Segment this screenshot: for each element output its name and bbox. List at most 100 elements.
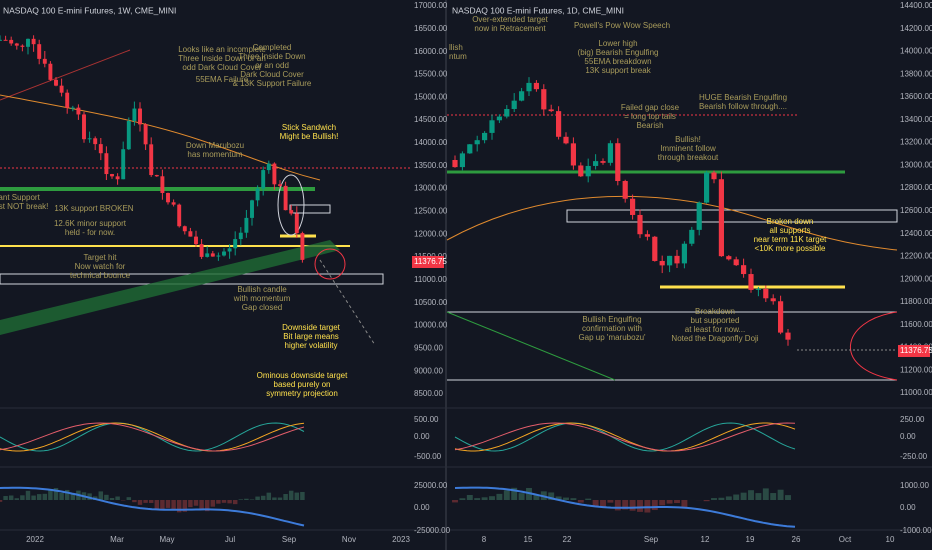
annotation-line: held - for now. xyxy=(65,228,115,237)
candle-body xyxy=(630,198,636,215)
candle-body xyxy=(266,163,271,171)
oscillator-axis-label: 0.00 xyxy=(414,503,430,512)
candle-body xyxy=(182,226,187,232)
histogram-bar xyxy=(154,500,160,510)
candle-body xyxy=(563,136,569,144)
candle-body xyxy=(31,38,36,45)
annotation-line: Gap closed xyxy=(242,303,282,312)
candle-body xyxy=(98,144,103,154)
annotation: Failed gap close = long top tails Bearish xyxy=(621,103,680,130)
annotation-line: 13K support BROKEN xyxy=(54,204,133,213)
price-axis-label: 9500.00 xyxy=(414,343,443,352)
price-axis-label: 15000.00 xyxy=(414,92,448,101)
annotation-line: Might be Bullish! xyxy=(280,132,339,141)
price-axis-label: 14500.00 xyxy=(414,115,448,124)
price-axis-label: 13000.00 xyxy=(900,160,932,169)
annotation-line: technical bounce xyxy=(70,271,131,280)
candle-body xyxy=(600,161,606,163)
candle-body xyxy=(741,265,747,275)
candle-body xyxy=(615,143,621,182)
annotation-line: Over-extended target xyxy=(472,15,548,24)
candle-body xyxy=(704,172,710,203)
histogram-bar xyxy=(288,490,294,500)
candle-body xyxy=(526,82,532,92)
annotation-line: or an odd xyxy=(255,61,289,70)
annotation-line: <10K more possible xyxy=(755,244,826,253)
histogram-bar xyxy=(204,500,210,512)
histogram-bar xyxy=(459,498,466,500)
annotation-line: = long top tails xyxy=(624,112,676,121)
histogram-bar xyxy=(755,493,762,500)
candle-body xyxy=(160,176,165,193)
candle-body xyxy=(149,144,154,176)
annotation-line: Stick Sandwich xyxy=(282,123,336,132)
zone-box xyxy=(289,204,331,214)
histogram-bar xyxy=(762,488,769,500)
annotation-line: Imminent follow xyxy=(660,144,716,153)
annotation-line: HUGE Bearish Engulfing xyxy=(699,93,787,102)
time-axis-label: 15 xyxy=(524,535,533,544)
candle-body xyxy=(755,288,761,290)
annotation-line: ntum xyxy=(449,52,467,61)
histogram-bar xyxy=(115,496,120,500)
histogram-bar xyxy=(577,500,584,503)
candle-body xyxy=(283,185,288,211)
histogram-bar xyxy=(14,498,20,500)
candle-body xyxy=(255,188,260,201)
price-axis-label: 14400.00 xyxy=(900,1,932,10)
candle-body xyxy=(667,255,673,266)
annotation: Ominous downside target based purely on sy… xyxy=(257,371,348,398)
price-axis-label: 12200.00 xyxy=(900,252,932,261)
histogram-bar xyxy=(36,494,42,500)
candle-body xyxy=(496,116,502,121)
histogram-bar xyxy=(300,491,305,500)
histogram-bar xyxy=(221,500,227,503)
candle-body xyxy=(763,288,769,299)
candle-body xyxy=(37,44,42,59)
candle-body xyxy=(233,239,238,249)
annotation-line: Down Marubozu xyxy=(186,141,244,150)
price-axis-label: 11800.00 xyxy=(900,297,932,306)
histogram-bar xyxy=(25,490,31,500)
histogram-bar xyxy=(607,500,614,503)
histogram-bar xyxy=(20,495,25,500)
oscillator-axis-label: 1000.00 xyxy=(900,481,929,490)
histogram-bar xyxy=(637,500,643,512)
histogram-bar xyxy=(622,500,629,510)
price-axis-label: 12500.00 xyxy=(414,207,448,216)
histogram-bar xyxy=(733,494,740,500)
annotation-line: Downside target xyxy=(282,323,341,332)
time-axis-label: Sep xyxy=(282,535,297,544)
histogram-bar xyxy=(199,500,204,510)
histogram-bar xyxy=(109,498,115,500)
candle-body xyxy=(541,89,547,110)
price-axis-label: 13500.00 xyxy=(414,161,448,170)
histogram-bar xyxy=(511,487,518,500)
chart-title: NASDAQ 100 E-mini Futures, 1W, CME_MINI xyxy=(3,5,176,15)
price-axis-label: 12600.00 xyxy=(900,206,932,215)
target-arc xyxy=(850,311,898,381)
histogram-bar xyxy=(629,500,636,511)
candle-body xyxy=(300,233,305,260)
price-axis-label: 11000.00 xyxy=(414,275,447,284)
annotation-line: at least for now... xyxy=(685,325,745,334)
candle-body xyxy=(696,202,702,230)
ema-line xyxy=(446,195,898,251)
annotation-line: with momentum xyxy=(233,294,291,303)
histogram-bar xyxy=(570,498,577,500)
histogram-bar xyxy=(160,500,165,510)
time-axis-label: 19 xyxy=(746,535,755,544)
annotation-line: Gap up 'marubozu' xyxy=(578,333,646,342)
annotation: Breakdown but supported at least for now..… xyxy=(671,307,758,343)
histogram-bar xyxy=(703,500,710,502)
histogram-bar xyxy=(725,496,732,500)
annotation-line: Powell's Pow Wow Speech xyxy=(574,21,670,30)
candle-body xyxy=(689,229,695,244)
candle-body xyxy=(138,108,142,125)
histogram-bar xyxy=(70,494,76,500)
ema-line xyxy=(0,94,321,181)
histogram-bar xyxy=(651,500,658,511)
annotation-line: based purely on xyxy=(274,380,331,389)
histogram-bar xyxy=(711,498,717,500)
